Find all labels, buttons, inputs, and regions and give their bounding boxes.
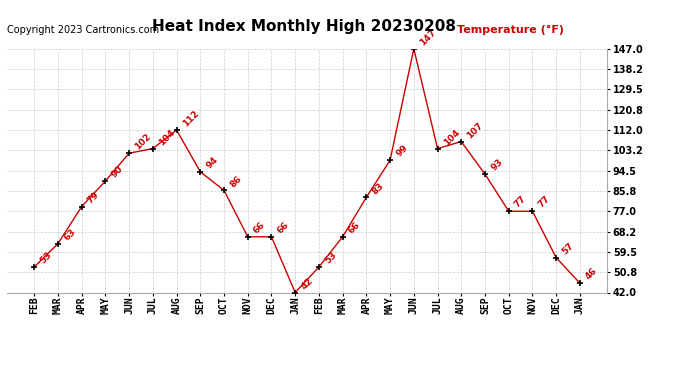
Text: 77: 77 bbox=[513, 195, 529, 210]
Text: 107: 107 bbox=[466, 121, 485, 140]
Text: 66: 66 bbox=[275, 220, 290, 236]
Text: 112: 112 bbox=[181, 109, 200, 129]
Text: 66: 66 bbox=[252, 220, 267, 236]
Text: 104: 104 bbox=[442, 128, 462, 147]
Text: Heat Index Monthly High 20230208: Heat Index Monthly High 20230208 bbox=[152, 19, 455, 34]
Text: 90: 90 bbox=[110, 165, 125, 180]
Text: 63: 63 bbox=[62, 227, 77, 242]
Text: Temperature (°F): Temperature (°F) bbox=[457, 25, 564, 35]
Text: 83: 83 bbox=[371, 181, 386, 196]
Text: 77: 77 bbox=[537, 195, 552, 210]
Text: 102: 102 bbox=[133, 132, 152, 152]
Text: 57: 57 bbox=[560, 241, 575, 256]
Text: 66: 66 bbox=[347, 220, 362, 236]
Text: 86: 86 bbox=[228, 174, 244, 189]
Text: 46: 46 bbox=[584, 267, 600, 282]
Text: 94: 94 bbox=[204, 155, 220, 170]
Text: Copyright 2023 Cartronics.com: Copyright 2023 Cartronics.com bbox=[7, 26, 159, 35]
Text: 93: 93 bbox=[489, 158, 504, 173]
Text: 104: 104 bbox=[157, 128, 177, 147]
Text: 99: 99 bbox=[394, 143, 410, 159]
Text: 53: 53 bbox=[323, 251, 338, 266]
Text: 79: 79 bbox=[86, 190, 101, 205]
Text: 53: 53 bbox=[39, 251, 54, 266]
Text: 147: 147 bbox=[418, 27, 437, 47]
Text: 42: 42 bbox=[299, 276, 315, 291]
